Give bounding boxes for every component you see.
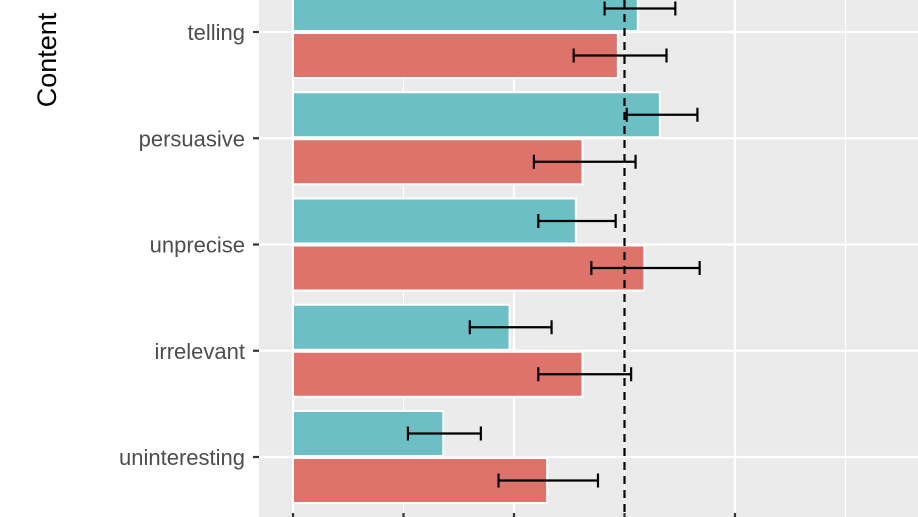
y-tick-label-irrelevant: irrelevant [155,339,245,364]
y-tick-label-persuasive: persuasive [139,126,245,151]
bar-telling-lower [292,32,619,79]
y-axis-tick-labels: telling persuasive unprecise irrelevant unin… [119,20,245,470]
y-axis-title: Content [32,12,62,107]
y-tick-label-telling: telling [188,20,245,45]
bar-persuasive-upper [292,91,661,139]
error-bars [406,1,701,488]
bar-irrelevant-lower [292,350,584,398]
bar-unprecise-upper [292,197,577,245]
bar-telling-upper [292,0,639,32]
y-axis-ticks [253,30,737,517]
y-tick-label-uninteresting: uninteresting [119,445,245,470]
y-tick-label-unprecise: unprecise [150,233,245,258]
